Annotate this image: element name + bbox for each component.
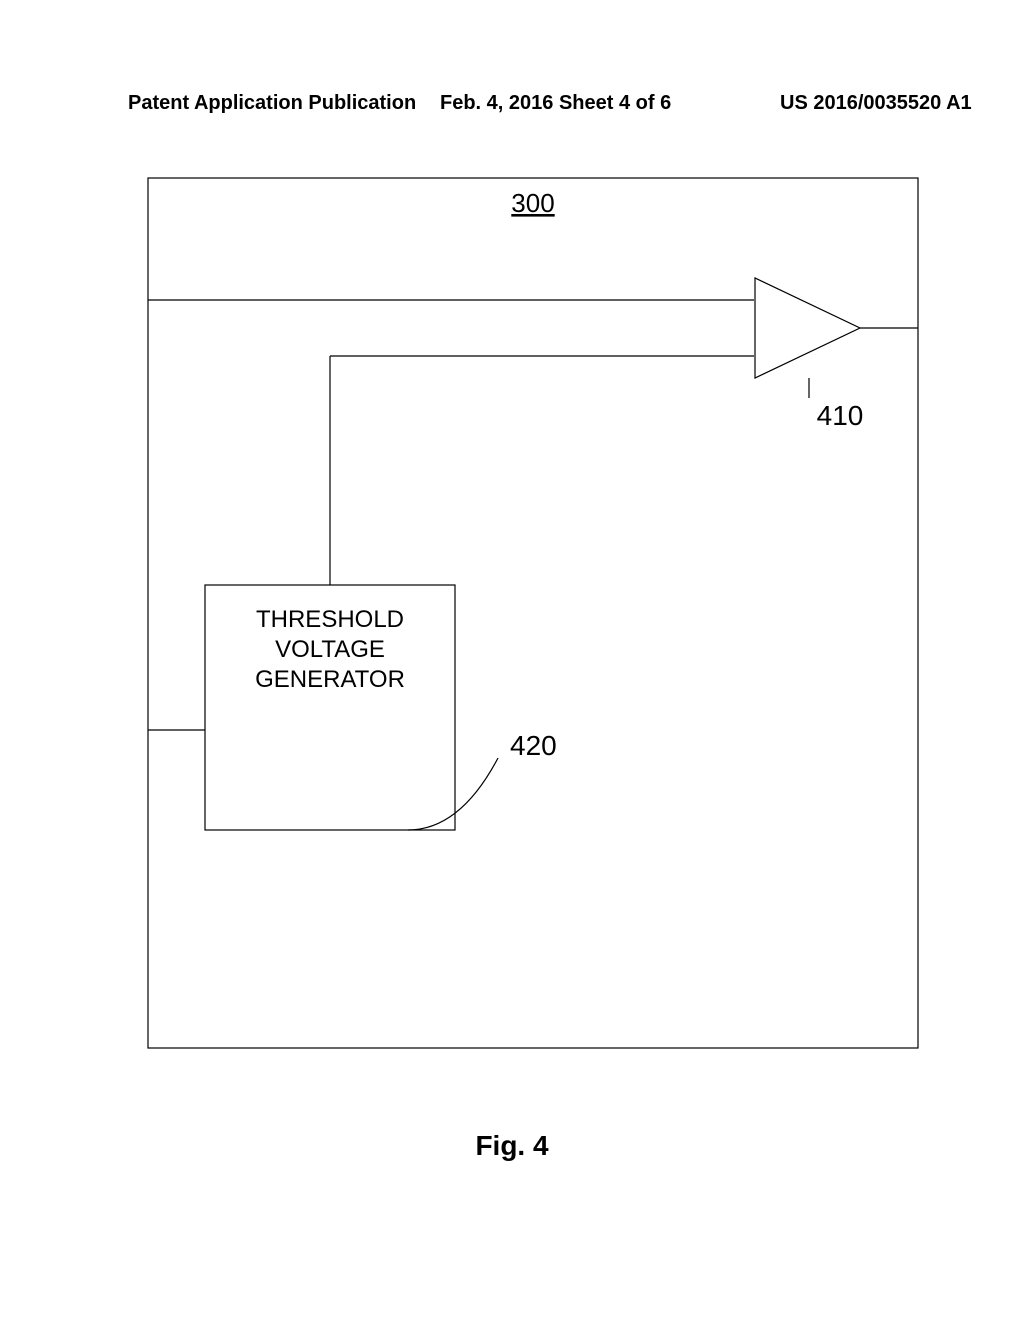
comparator-triangle <box>755 278 860 378</box>
generator-text-line3: GENERATOR <box>255 666 405 693</box>
generator-text-line1: THRESHOLD <box>256 606 404 633</box>
diagram-title-number: 300 <box>511 188 554 218</box>
diagram-svg: 300 THRESHOLD VOLTAGE GENERATOR 410 420 <box>0 0 1024 1320</box>
label-410: 410 <box>817 400 864 431</box>
label-420: 420 <box>510 730 557 761</box>
callout-420-arc <box>408 758 498 830</box>
generator-text-line2: VOLTAGE <box>275 636 385 663</box>
figure-caption: Fig. 4 <box>0 1130 1024 1162</box>
